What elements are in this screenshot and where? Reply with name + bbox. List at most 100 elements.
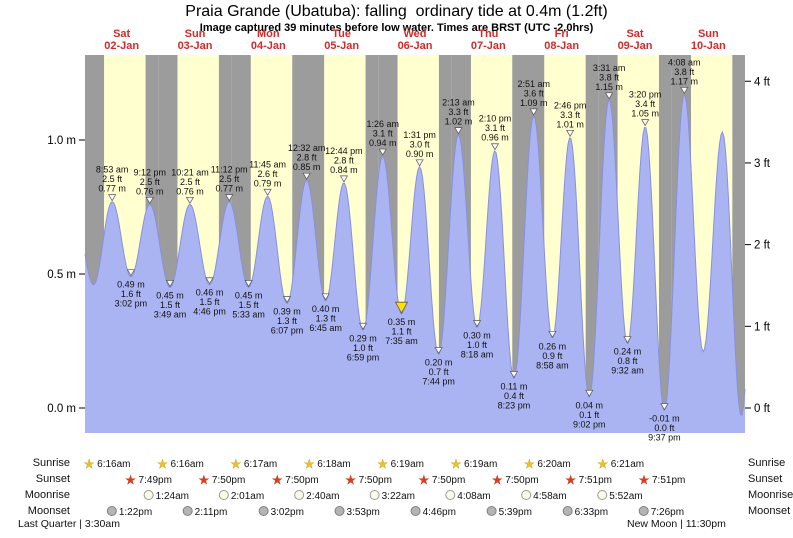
sunrise-star-icon: ★: [451, 457, 462, 471]
moonrise-icon: [294, 490, 305, 500]
high-tide-annotation: 2:13 am: [442, 98, 475, 108]
moonset-icon: [562, 506, 573, 516]
low-tide-annotation: 0.1 ft: [579, 410, 600, 420]
day-label-date: 07-Jan: [471, 40, 506, 52]
low-tide-annotation: 0.45 m: [156, 290, 184, 300]
high-tide-annotation: 2.5 ft: [219, 174, 240, 184]
night-band: [732, 55, 745, 433]
tide-extreme-marker: [415, 159, 424, 167]
tide-extreme-marker: [165, 280, 175, 288]
low-tide-annotation: 1.6 ft: [121, 289, 142, 299]
low-tide-annotation: 0.04 m: [576, 400, 604, 410]
high-tide-annotation: 2:51 am: [517, 79, 550, 89]
moonset-icon: [638, 506, 649, 516]
high-tide-annotation: 3.0 ft: [410, 139, 431, 149]
day-label-date: 10-Jan: [691, 40, 726, 52]
tide-extreme-marker: [225, 194, 234, 202]
sunset-row-label-left: Sunset: [35, 473, 70, 485]
tide-extreme-marker: [282, 296, 292, 304]
tide-extreme-marker: [145, 196, 154, 205]
tide-extreme-marker: [604, 92, 614, 100]
low-tide-annotation: -0.01 m: [649, 414, 680, 424]
moonset-icon: [182, 506, 193, 516]
low-tide-annotation: 1.0 ft: [467, 340, 488, 350]
tide-extreme-marker: [126, 269, 136, 277]
day-label-date: 09-Jan: [618, 40, 653, 52]
moonset-icon: [486, 506, 497, 516]
tide-extreme-marker: [205, 277, 214, 285]
high-tide-annotation: 3.8 ft: [599, 72, 620, 82]
high-tide-annotation: 0.84 m: [330, 165, 358, 175]
day-label-date: 02-Jan: [104, 40, 139, 52]
high-tide-annotation: 3.1 ft: [373, 129, 394, 139]
tide-curve-area: [85, 95, 745, 434]
high-tide-annotation: 3.8 ft: [674, 67, 695, 77]
low-tide-annotation: 0.8 ft: [617, 356, 638, 366]
astro-time: 3:53pm: [347, 507, 380, 518]
low-tide-annotation: 0.29 m: [349, 333, 377, 343]
high-tide-annotation: 0.76 m: [136, 186, 164, 196]
high-tide-annotation: 0.77 m: [98, 184, 126, 194]
astro-time: 7:50pm: [505, 475, 538, 486]
high-tide-annotation: 1.01 m: [556, 119, 584, 129]
sunrise-star-icon: ★: [597, 457, 608, 471]
day-label-dow: Wed: [403, 28, 426, 40]
day-label-dow: Sat: [626, 28, 643, 40]
tide-extreme-marker: [378, 148, 387, 156]
astro-time: 3:02pm: [271, 507, 304, 518]
sunrise-star-icon: ★: [304, 457, 315, 471]
low-tide-annotation: 8:58 am: [536, 360, 569, 370]
tide-extreme-marker: [302, 172, 311, 180]
low-tide-annotation: 1.1 ft: [391, 327, 412, 337]
high-tide-annotation: 1.09 m: [520, 98, 548, 108]
astro-time: 6:21am: [611, 459, 644, 470]
high-tide-annotation: 0.96 m: [481, 133, 509, 143]
day-label-dow: Sun: [185, 28, 206, 40]
astro-time: 7:49pm: [139, 475, 172, 486]
tide-curve-line: [84, 94, 746, 416]
sunrise-row-label-left: Sunrise: [32, 457, 70, 469]
high-tide-annotation: 9:12 pm: [134, 167, 167, 177]
moonrise-icon: [143, 490, 154, 500]
tide-extreme-marker: [509, 371, 519, 379]
high-tide-annotation: 1.15 m: [595, 82, 623, 92]
high-tide-annotation: 0.77 m: [215, 184, 243, 194]
low-tide-annotation: 0.9 ft: [542, 351, 563, 361]
sunrise-row-label-right: Sunrise: [748, 457, 786, 469]
astro-time: 1:24am: [156, 491, 189, 502]
high-tide-annotation: 0.76 m: [176, 186, 204, 196]
high-tide-annotation: 4:08 am: [668, 57, 701, 67]
moonrise-icon: [369, 490, 380, 500]
low-tide-annotation: 5:33 am: [232, 309, 265, 319]
astro-time: 5:39pm: [499, 507, 532, 518]
high-tide-annotation: 2.5 ft: [140, 177, 161, 187]
tide-extreme-marker: [339, 175, 349, 183]
tide-extreme-marker: [321, 293, 330, 301]
astro-time: 2:40am: [306, 491, 339, 502]
tide-extreme-marker: [680, 87, 689, 95]
tide-extreme-marker: [472, 320, 482, 328]
tide-extreme-marker: [641, 119, 650, 127]
low-tide-annotation: 8:18 am: [461, 350, 494, 360]
astro-time: 4:08am: [457, 491, 490, 502]
moon-phase-right: New Moon | 11:30pm: [627, 518, 726, 530]
day-label-date: 08-Jan: [544, 40, 579, 52]
high-tide-annotation: 3.6 ft: [524, 88, 545, 98]
high-tide-annotation: 1.05 m: [631, 109, 659, 119]
moonset-icon: [106, 506, 117, 516]
low-tide-annotation: 1.3 ft: [277, 316, 298, 326]
high-tide-annotation: 12:32 am: [288, 143, 326, 153]
low-tide-annotation: 6:07 pm: [271, 325, 304, 335]
day-label-date: 03-Jan: [178, 40, 213, 52]
tide-extreme-marker: [623, 336, 632, 344]
left-axis-label: 0.5 m: [47, 269, 76, 281]
high-tide-annotation: 11:45 am: [249, 159, 286, 169]
tide-extreme-marker: [548, 330, 557, 339]
astro-time: 6:20am: [537, 459, 570, 470]
sunrise-star-icon: ★: [157, 457, 168, 471]
low-tide-annotation: 0.45 m: [235, 290, 263, 300]
astro-time: 1:22pm: [119, 507, 152, 518]
low-tide-annotation: 0.4 ft: [504, 391, 525, 401]
astro-time: 6:16am: [97, 459, 130, 470]
